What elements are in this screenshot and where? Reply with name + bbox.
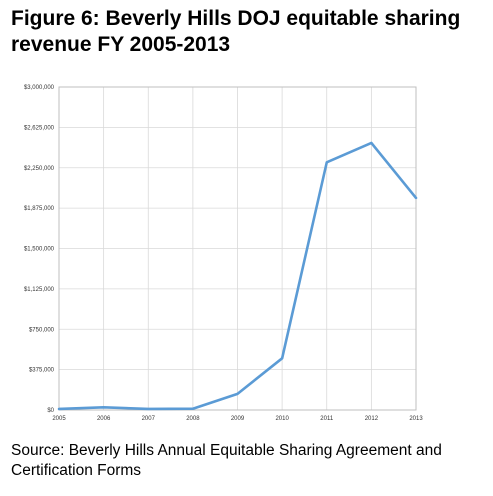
plot-frame (58, 86, 417, 411)
x-tick-label: 2006 (97, 416, 111, 422)
line-chart: $0 $375,000 $750,000 $1,125,000 $1,500,000 $1… (0, 78, 493, 422)
y-axis-tick-labels: $0 $375,000 $750,000 $1,125,000 $1,500,000 $1… (24, 85, 55, 414)
x-tick-label: 2013 (409, 416, 423, 422)
x-tick-label: 2005 (52, 416, 66, 422)
chart-svg: $0 $375,000 $750,000 $1,125,000 $1,500,000 $1… (24, 85, 423, 422)
y-tick-label: $2,625,000 (24, 125, 55, 131)
y-tick-label: $2,250,000 (24, 166, 55, 172)
plot-border (58, 86, 417, 411)
x-axis-tick-labels: 2005 2006 2007 2008 2009 2010 2011 2012 2013 (52, 416, 423, 422)
x-tick-label: 2009 (231, 416, 245, 422)
x-tick-label: 2007 (142, 416, 156, 422)
source-note: Source: Beverly Hills Annual Equitable S… (11, 442, 442, 479)
grid-lines (58, 86, 417, 411)
series-lines (57, 141, 418, 411)
figure-title: Figure 6: Beverly Hills DOJ equitable sh… (11, 7, 461, 56)
y-tick-label: $750,000 (29, 327, 55, 333)
y-tick-label: $0 (47, 408, 54, 414)
y-tick-label: $1,500,000 (24, 247, 55, 253)
y-tick-label: $1,875,000 (24, 206, 55, 212)
y-tick-label: $375,000 (29, 368, 55, 374)
y-tick-label: $1,125,000 (24, 287, 55, 293)
series-line (57, 141, 418, 411)
x-tick-label: 2008 (186, 416, 200, 422)
y-tick-label: $3,000,000 (24, 85, 55, 91)
x-tick-label: 2011 (320, 416, 334, 422)
x-tick-label: 2010 (275, 416, 289, 422)
x-tick-label: 2012 (365, 416, 379, 422)
